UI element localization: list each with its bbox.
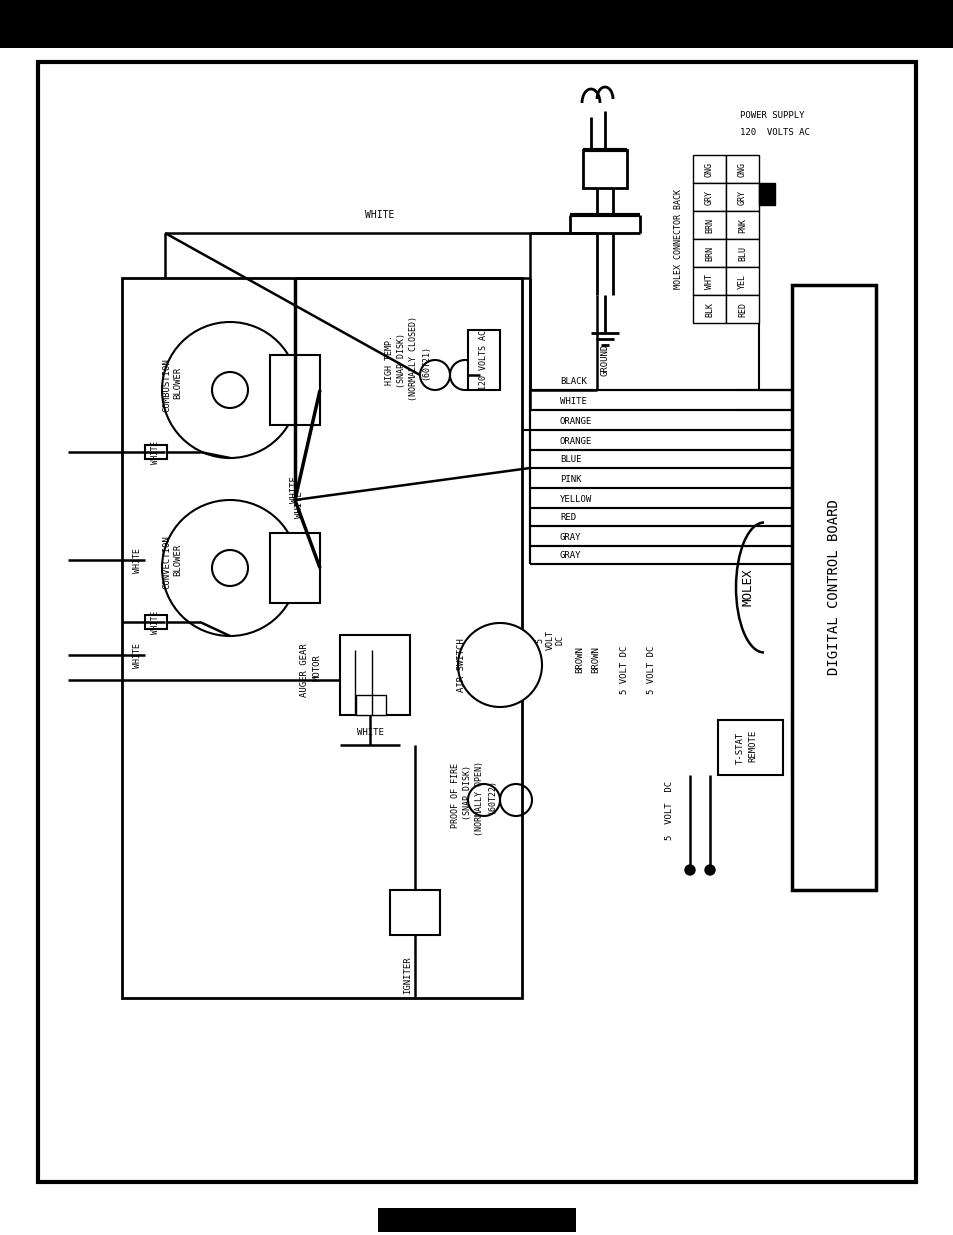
Text: BLK: BLK — [704, 301, 713, 316]
Bar — [791, 285, 875, 890]
Text: PINK: PINK — [559, 474, 581, 483]
Text: BRN: BRN — [704, 246, 713, 261]
Text: ONG: ONG — [704, 162, 713, 177]
Text: WHITE: WHITE — [133, 547, 142, 573]
Text: MOLEX CONNECTOR BACK: MOLEX CONNECTOR BACK — [674, 189, 682, 289]
Text: 5 VOLT DC: 5 VOLT DC — [619, 646, 629, 694]
Circle shape — [457, 622, 541, 706]
Text: 120  VOLTS AC: 120 VOLTS AC — [740, 127, 809, 137]
Text: 5  VOLT  DC: 5 VOLT DC — [665, 781, 674, 840]
Text: 5 VOLT DC: 5 VOLT DC — [647, 646, 656, 694]
Text: WHITE: WHITE — [291, 477, 299, 504]
Text: IGNITER: IGNITER — [403, 956, 412, 994]
Text: ORANGE: ORANGE — [559, 416, 592, 426]
Text: BLOWER: BLOWER — [173, 367, 182, 399]
Bar — [390, 890, 439, 935]
Bar — [725, 183, 759, 211]
Text: GRAY: GRAY — [559, 532, 581, 541]
Text: GROUND: GROUND — [599, 343, 609, 377]
Text: POWER SUPPLY: POWER SUPPLY — [740, 110, 803, 120]
Text: ORANGE: ORANGE — [559, 436, 592, 446]
Bar — [468, 330, 499, 390]
Circle shape — [162, 322, 297, 458]
Bar — [145, 615, 167, 629]
Text: GRAY: GRAY — [559, 551, 581, 559]
Text: RED: RED — [559, 513, 576, 521]
Bar — [725, 211, 759, 240]
Text: BRN: BRN — [704, 217, 713, 232]
Text: YEL: YEL — [738, 273, 746, 289]
Text: CONVECTION: CONVECTION — [162, 535, 172, 589]
Bar — [725, 240, 759, 267]
Bar — [725, 295, 759, 324]
Circle shape — [704, 864, 714, 876]
Text: COMBUSTION: COMBUSTION — [162, 358, 172, 412]
Text: 120 VOLTS AC: 120 VOLTS AC — [479, 330, 488, 390]
Text: WHITE: WHITE — [365, 210, 395, 220]
Text: WHITE: WHITE — [152, 610, 160, 634]
Text: (NORMALLY CLOSED): (NORMALLY CLOSED) — [409, 315, 418, 400]
Bar — [692, 295, 725, 324]
Text: 5: 5 — [535, 637, 544, 642]
Text: ONG: ONG — [738, 162, 746, 177]
Text: GRY: GRY — [704, 189, 713, 205]
Bar — [692, 183, 725, 211]
Text: MOTOR: MOTOR — [313, 655, 321, 682]
Text: BROWN: BROWN — [591, 647, 599, 673]
Text: GRY: GRY — [738, 189, 746, 205]
Text: WHITE: WHITE — [559, 396, 586, 405]
Bar — [692, 240, 725, 267]
Text: AUGER GEAR: AUGER GEAR — [300, 643, 309, 697]
Text: DIGITAL CONTROL BOARD: DIGITAL CONTROL BOARD — [826, 500, 841, 676]
Text: WHITE: WHITE — [152, 441, 160, 463]
Text: HIGH TEMP.: HIGH TEMP. — [385, 335, 395, 385]
Text: BLUE: BLUE — [559, 454, 581, 463]
Bar — [718, 720, 782, 776]
Bar — [270, 534, 319, 603]
Bar — [582, 149, 626, 188]
Text: YELLOW: YELLOW — [559, 494, 592, 504]
Text: (SNAP DISK): (SNAP DISK) — [463, 766, 472, 820]
Bar — [759, 183, 774, 205]
Text: RED: RED — [738, 301, 746, 316]
Text: BLACK: BLACK — [559, 377, 586, 385]
Text: WHITE: WHITE — [295, 492, 304, 519]
Bar — [725, 156, 759, 183]
Circle shape — [684, 864, 695, 876]
Circle shape — [162, 500, 297, 636]
Text: MOLEX: MOLEX — [740, 569, 754, 606]
Bar — [145, 445, 167, 459]
Bar — [692, 267, 725, 295]
Bar — [339, 635, 410, 715]
Bar — [270, 354, 319, 425]
Bar — [692, 211, 725, 240]
Text: WHITE: WHITE — [133, 642, 142, 667]
Bar — [355, 695, 386, 715]
Bar — [0, 0, 953, 48]
Text: (SNAP DISK): (SNAP DISK) — [397, 332, 406, 388]
Text: VOLT: VOLT — [545, 630, 554, 650]
Text: WHT: WHT — [704, 273, 713, 289]
Text: DC: DC — [555, 635, 564, 645]
Text: BROWN: BROWN — [575, 647, 584, 673]
Text: BLU: BLU — [738, 246, 746, 261]
Text: (NORMALLY OPEN): (NORMALLY OPEN) — [475, 761, 484, 836]
Bar — [692, 156, 725, 183]
Text: AIR SWITCH: AIR SWITCH — [457, 638, 466, 692]
Bar — [725, 267, 759, 295]
Text: (60T21): (60T21) — [421, 345, 430, 379]
Text: WHITE: WHITE — [356, 727, 383, 736]
Bar — [122, 278, 521, 998]
Text: PROOF OF FIRE: PROOF OF FIRE — [451, 762, 460, 827]
Text: PNK: PNK — [738, 217, 746, 232]
Text: T-STAT: T-STAT — [735, 732, 743, 764]
Text: REMOTE: REMOTE — [748, 730, 757, 762]
Text: (60T22): (60T22) — [487, 778, 496, 814]
Text: BLOWER: BLOWER — [173, 543, 182, 576]
Bar — [377, 1208, 576, 1233]
